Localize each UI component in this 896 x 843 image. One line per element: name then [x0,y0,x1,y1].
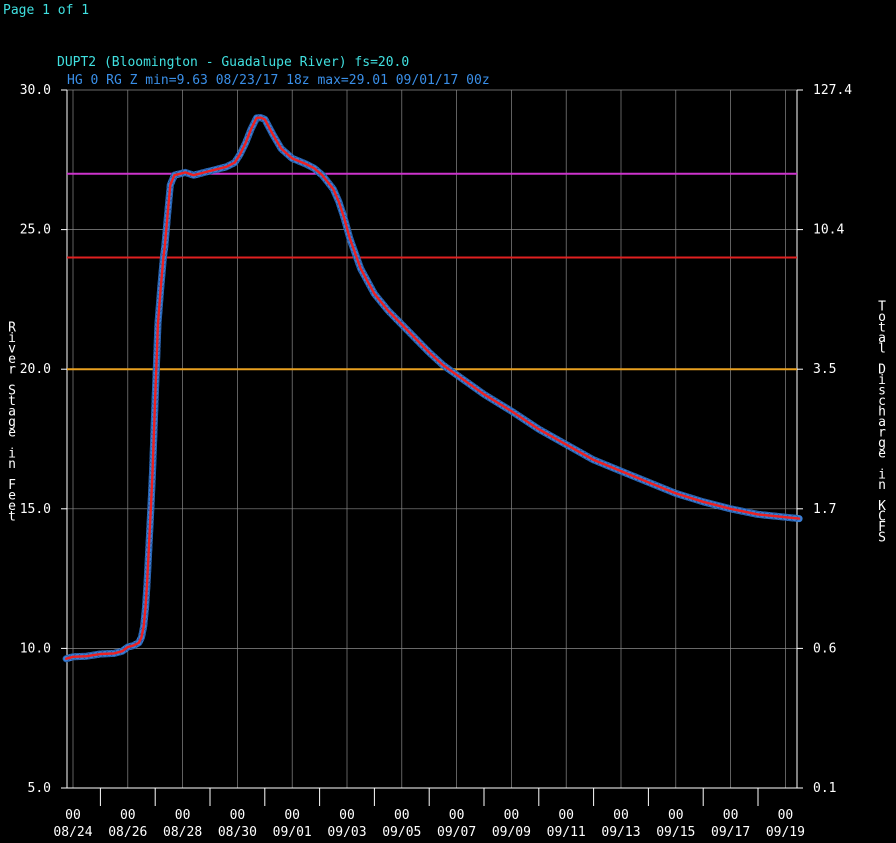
y-tick-label: 25.0 [20,223,51,238]
x-hour-label: 00 [339,808,355,823]
x-date-label: 09/11 [547,825,586,840]
y-tick-label: 10.0 [20,641,51,656]
x-hour-label: 00 [668,808,684,823]
x-date-label: 09/07 [437,825,476,840]
plot-area: 5.0 0.1 10.0 0.6 15.0 1.7 20.0 3.5 25.0 10.4 30.0 1… [8,83,886,840]
x-date-label: 09/19 [766,825,805,840]
y2-tick-label: 0.1 [813,781,836,796]
x-date-label: 08/30 [218,825,257,840]
x-hour-label: 00 [394,808,410,823]
x-hour-label: 00 [778,808,794,823]
series-outline [62,114,803,663]
x-hour-label: 00 [230,808,246,823]
x-date-label: 09/15 [656,825,695,840]
page-indicator: Page 1 of 1 [3,3,90,18]
x-hour-label: 00 [723,808,739,823]
y2-tick-label: 3.5 [813,362,836,377]
x-hour-label: 00 [120,808,136,823]
x-date-label: 09/03 [327,825,366,840]
y2-tick-label: 0.6 [813,641,836,656]
chart-title: DUPT2 (Bloomington - Guadalupe River) fs… [57,55,409,70]
x-hour-label: 00 [65,808,81,823]
x-hour-label: 00 [613,808,629,823]
x-hour-label: 00 [284,808,300,823]
chart-subtitle: HG 0 RG Z min=9.63 08/23/17 18z max=29.0… [67,73,490,88]
x-date-label: 09/17 [711,825,750,840]
y2-tick-label: 10.4 [813,223,844,238]
x-date-label: 09/13 [601,825,640,840]
y-tick-label: 15.0 [20,502,51,517]
series-line [65,116,801,660]
y-tick-label: 5.0 [28,781,51,796]
x-date-label: 08/26 [108,825,147,840]
x-date-label: 09/01 [273,825,312,840]
y2-tick-label: 1.7 [813,502,836,517]
x-date-label: 08/28 [163,825,202,840]
x-hour-label: 00 [504,808,520,823]
y2-tick-label: 127.4 [813,83,852,98]
x-date-label: 09/09 [492,825,531,840]
x-date-label: 09/05 [382,825,421,840]
x-hour-label: 00 [449,808,465,823]
x-hour-label: 00 [175,808,191,823]
x-date-label: 08/24 [53,825,92,840]
y-tick-label: 20.0 [20,362,51,377]
x-hour-label: 00 [558,808,574,823]
y-tick-label: 30.0 [20,83,51,98]
